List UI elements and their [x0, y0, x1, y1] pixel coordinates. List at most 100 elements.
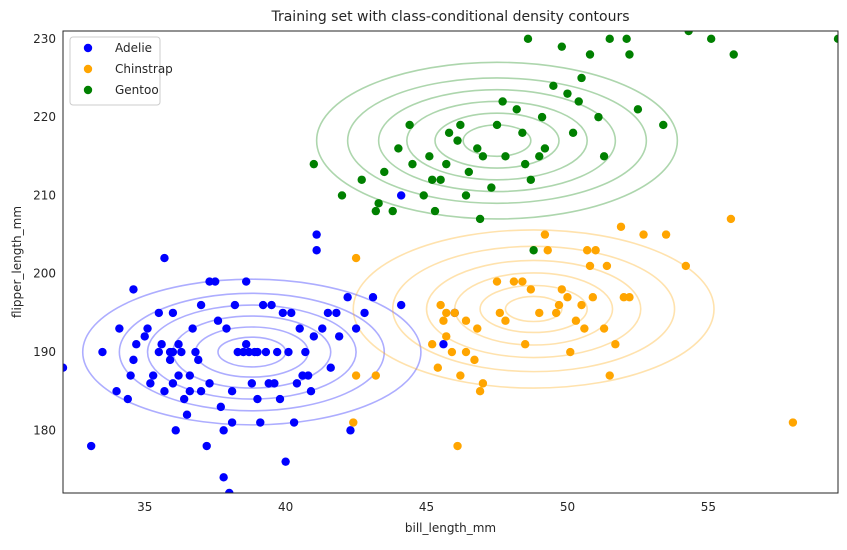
adelie-point — [227, 387, 237, 396]
adelie-point — [289, 418, 299, 427]
chinstrap-point — [427, 340, 437, 349]
adelie-point — [171, 426, 180, 435]
adelie-point — [309, 332, 319, 341]
adelie-point — [318, 324, 327, 333]
x-tick-label: 35 — [137, 500, 152, 514]
chinstrap-point — [461, 316, 471, 325]
chinstrap-point — [526, 285, 536, 294]
adelie-point — [188, 324, 197, 333]
adelie-point — [129, 355, 138, 365]
chinstrap-point — [540, 230, 550, 239]
adelie-point — [439, 340, 448, 349]
gentoo-point — [540, 144, 550, 153]
adelie-point — [301, 347, 310, 357]
adelie-point — [63, 363, 68, 372]
y-tick-label: 180 — [33, 423, 56, 437]
gentoo-point — [512, 105, 521, 114]
legend-marker-chinstrap — [83, 64, 93, 74]
gentoo-point — [529, 246, 538, 255]
adelie-point — [312, 246, 321, 255]
gentoo-contour-2 — [434, 112, 560, 169]
adelie-point — [396, 300, 406, 310]
adelie-point — [148, 371, 158, 380]
adelie-point — [126, 371, 135, 380]
gentoo-point — [436, 175, 445, 184]
axes-frame — [62, 30, 839, 494]
chinstrap-point — [605, 371, 614, 380]
gentoo-point — [574, 97, 583, 106]
gentoo-point — [577, 73, 586, 83]
adelie-point — [253, 347, 262, 357]
gentoo-point — [625, 50, 634, 59]
chinstrap-point — [501, 316, 510, 325]
chinstrap-point — [450, 308, 459, 318]
gentoo-point — [563, 89, 572, 98]
adelie-point — [332, 308, 341, 318]
adelie-point — [132, 340, 141, 349]
gentoo-point — [430, 206, 440, 216]
adelie-point — [194, 355, 203, 365]
gentoo-point — [357, 175, 366, 184]
adelie-point — [140, 332, 149, 341]
y-tick-label: 220 — [33, 110, 56, 124]
chinstrap-point — [625, 293, 634, 302]
adelie-point — [295, 324, 304, 333]
adelie-point — [160, 387, 169, 396]
chinstrap-contour-2 — [479, 284, 588, 334]
gentoo-point — [535, 152, 544, 161]
gentoo-point — [309, 159, 319, 169]
gentoo-point — [594, 112, 603, 122]
adelie-point — [272, 347, 282, 357]
adelie-point — [185, 387, 195, 396]
chinstrap-point — [439, 316, 448, 325]
adelie-point — [177, 347, 186, 357]
adelie-point — [154, 308, 164, 318]
chinstrap-point — [475, 387, 485, 396]
adelie-point — [351, 324, 361, 333]
gentoo-point — [501, 152, 510, 161]
x-tick-label: 50 — [560, 500, 575, 514]
adelie-point — [323, 308, 333, 318]
y-tick-label: 230 — [33, 32, 56, 46]
adelie-point — [202, 441, 211, 451]
gentoo-point — [549, 81, 558, 91]
y-axis-label: flipper_length_mm — [10, 206, 24, 318]
adelie-point — [98, 347, 107, 357]
gentoo-point — [633, 105, 643, 114]
adelie-point — [247, 379, 257, 388]
adelie-point — [86, 441, 96, 451]
chinstrap-point — [563, 293, 572, 302]
gentoo-point — [526, 175, 536, 184]
adelie-point — [306, 387, 316, 396]
gentoo-contour-4 — [377, 88, 617, 193]
chinstrap-point — [509, 277, 519, 286]
chart-title: Training set with class-conditional dens… — [270, 9, 629, 25]
legend-marker-adelie — [83, 43, 93, 53]
legend-box — [69, 36, 161, 106]
adelie-point — [334, 332, 344, 341]
gentoo-point — [599, 152, 609, 161]
chinstrap-point — [543, 246, 552, 255]
chinstrap-contour-1 — [504, 295, 563, 323]
chinstrap-point — [616, 222, 626, 231]
chinstrap-point — [433, 363, 443, 372]
adelie-point — [216, 402, 226, 412]
chinstrap-point — [442, 308, 451, 318]
adelie-point — [146, 379, 155, 388]
gentoo-point — [380, 167, 389, 177]
legend-label-gentoo: Gentoo — [115, 83, 159, 97]
adelie-point — [185, 371, 195, 380]
gentoo-point — [444, 128, 454, 137]
chinstrap-point — [599, 324, 609, 333]
gentoo-point — [405, 120, 414, 130]
gentoo-point — [622, 34, 631, 44]
adelie-point — [165, 355, 175, 365]
adelie-point — [230, 300, 240, 310]
legend-entries: Adelie Chinstrap Gentoo — [83, 41, 173, 97]
gentoo-contour-6 — [315, 61, 679, 220]
gentoo-point — [394, 144, 403, 153]
chinstrap-point — [639, 230, 648, 239]
chinstrap-point — [788, 418, 798, 427]
adelie-point — [270, 379, 279, 388]
